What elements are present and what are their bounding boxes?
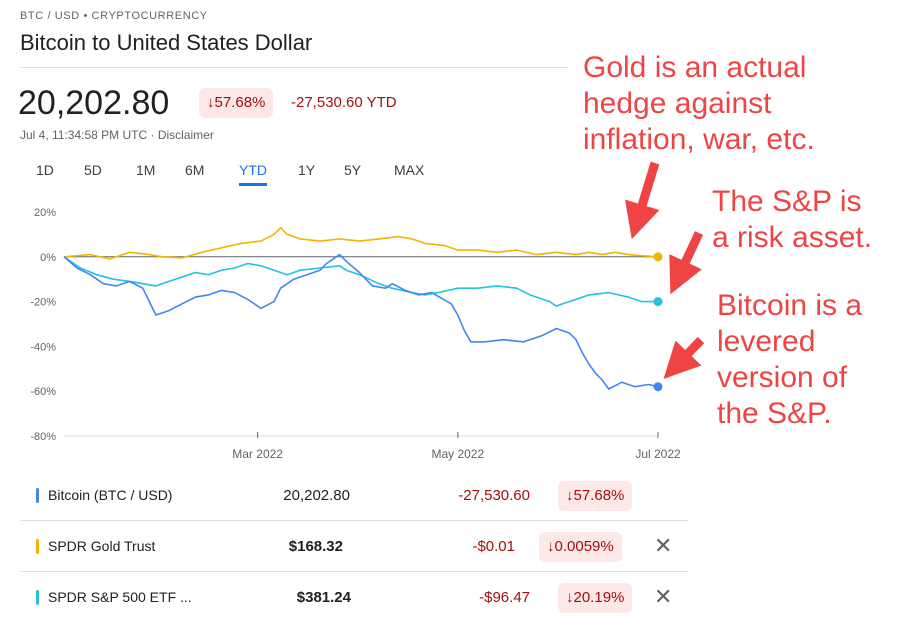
current-price: 20,202.80 xyxy=(18,84,170,122)
series-line xyxy=(63,253,659,390)
series-change: -27,530.60 xyxy=(458,487,530,504)
series-line xyxy=(63,226,659,260)
tab-ytd[interactable]: YTD xyxy=(239,162,267,186)
series-price: $381.24 xyxy=(296,589,351,606)
absolute-change: -27,530.60 YTD xyxy=(291,94,397,111)
annotation-line: inflation, war, etc. xyxy=(583,123,815,156)
table-row-gold[interactable]: SPDR Gold Trust $168.32 -$0.01 ↓0.0059% … xyxy=(20,521,688,572)
series-price: 20,202.80 xyxy=(283,487,350,504)
x-tick-label: Mar 2022 xyxy=(232,447,283,461)
series-name: SPDR Gold Trust xyxy=(48,538,156,554)
annotation-line: hedge against xyxy=(583,87,772,120)
title-divider xyxy=(20,67,568,68)
table-row-bitcoin[interactable]: Bitcoin (BTC / USD) 20,202.80 -27,530.60… xyxy=(20,470,688,521)
y-tick-label: -20% xyxy=(30,297,56,309)
annotation-sp500: The S&P is a risk asset. xyxy=(712,184,872,256)
series-swatch xyxy=(36,488,39,503)
x-tick-label: May 2022 xyxy=(431,447,484,461)
tab-6m[interactable]: 6M xyxy=(185,162,205,178)
close-icon[interactable]: ✕ xyxy=(654,584,673,609)
close-icon[interactable]: ✕ xyxy=(654,533,673,558)
x-tick-label: Jul 2022 xyxy=(635,447,681,461)
page-title: Bitcoin to United States Dollar xyxy=(20,30,313,55)
series-end-point xyxy=(653,297,663,307)
tab-max[interactable]: MAX xyxy=(394,162,425,178)
annotation-line: version of xyxy=(717,361,848,394)
breadcrumb: BTC / USD • CRYPTOCURRENCY xyxy=(20,10,208,22)
series-price: $168.32 xyxy=(288,538,343,555)
tab-5y[interactable]: 5Y xyxy=(344,162,362,178)
tab-5d[interactable]: 5D xyxy=(84,162,102,178)
y-tick-label: -40% xyxy=(30,341,56,353)
y-tick-label: 20% xyxy=(34,207,56,219)
series-pct-badge: ↓0.0059% xyxy=(539,532,622,562)
annotation-line: The S&P is xyxy=(712,185,862,218)
series-change: -$96.47 xyxy=(479,589,530,606)
annotation-gold: Gold is an actual hedge against inflatio… xyxy=(583,50,815,158)
series-name: Bitcoin (BTC / USD) xyxy=(48,487,173,503)
annotation-line: levered xyxy=(717,325,816,358)
annotation-line: Gold is an actual xyxy=(583,51,807,84)
series-line xyxy=(63,256,658,307)
annotation-line: a risk asset. xyxy=(712,221,873,254)
price-chart[interactable]: 20% 0% -20% -40% -60% -80% Mar 2022 May 2022 Jul… xyxy=(0,198,700,466)
y-tick-label: 0% xyxy=(40,252,56,264)
y-tick-label: -80% xyxy=(30,431,56,443)
table-row-sp500[interactable]: SPDR S&P 500 ETF ... $381.24 -$96.47 ↓20… xyxy=(20,572,688,622)
series-pct-badge: ↓20.19% xyxy=(558,583,633,613)
series-swatch xyxy=(36,539,39,554)
tab-1m[interactable]: 1M xyxy=(136,162,156,178)
series-end-point xyxy=(653,252,663,262)
series-swatch xyxy=(36,590,39,605)
series-name: SPDR S&P 500 ETF ... xyxy=(48,589,192,605)
annotation-line: the S&P. xyxy=(717,397,832,430)
y-tick-label: -60% xyxy=(30,386,56,398)
series-change: -$0.01 xyxy=(472,538,515,555)
series-end-point xyxy=(653,382,663,392)
comparison-table: Bitcoin (BTC / USD) 20,202.80 -27,530.60… xyxy=(20,470,688,622)
annotation-bitcoin: Bitcoin is a levered version of the S&P. xyxy=(717,288,862,432)
timestamp: Jul 4, 11:34:58 PM UTC · Disclaimer xyxy=(20,128,214,142)
series-pct-badge: ↓57.68% xyxy=(558,481,633,511)
annotation-line: Bitcoin is a xyxy=(717,289,863,322)
tab-1y[interactable]: 1Y xyxy=(298,162,316,178)
percent-change-badge: ↓57.68% xyxy=(199,88,274,118)
tab-1d[interactable]: 1D xyxy=(36,162,54,178)
